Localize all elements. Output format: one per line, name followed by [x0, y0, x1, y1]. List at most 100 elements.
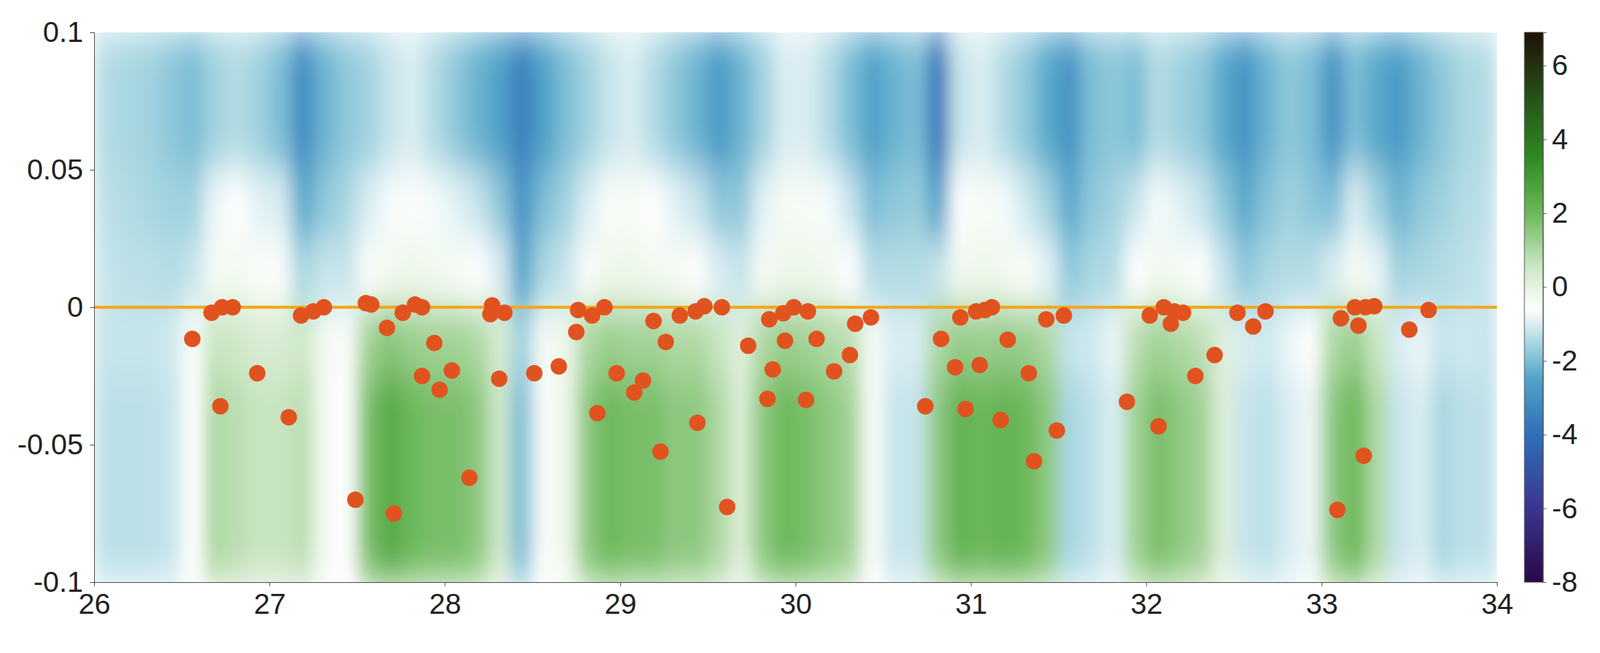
- point: [952, 309, 969, 326]
- heatmap-cell: [883, 100, 906, 171]
- heatmap-cell: [554, 100, 577, 171]
- heatmap-cell: [970, 375, 993, 446]
- point: [413, 367, 431, 385]
- heatmap-cell: [138, 375, 161, 446]
- heatmap-cell: [94, 513, 117, 582]
- heatmap-cell: [883, 307, 906, 377]
- point: [645, 312, 662, 330]
- heatmap-cell: [1167, 513, 1190, 582]
- heatmap-cell: [1474, 32, 1497, 102]
- point: [713, 298, 731, 316]
- heatmap-cell: [1255, 513, 1278, 582]
- point: [1150, 417, 1167, 435]
- heatmap-cell: [554, 444, 577, 514]
- heatmap-cell: [182, 32, 205, 102]
- heatmap-cell: [839, 100, 862, 171]
- heatmap-cell: [795, 100, 818, 171]
- heatmap-cell: [247, 100, 270, 171]
- heatmap-cell: [1211, 169, 1234, 240]
- point: [1025, 452, 1043, 470]
- heatmap-cell: [970, 513, 993, 582]
- point: [808, 330, 826, 347]
- heatmap-cell: [269, 169, 292, 240]
- tick-label: -0.1: [33, 565, 84, 598]
- heatmap-cell: [1233, 32, 1256, 102]
- heatmap-cell: [729, 169, 752, 240]
- heatmap-cell: [116, 32, 139, 102]
- point: [589, 404, 606, 422]
- tick: 31: [954, 581, 988, 620]
- heatmap-cell: [685, 375, 708, 446]
- heatmap-cell: [1452, 444, 1475, 514]
- heatmap-cell: [466, 169, 489, 240]
- heatmap-cell: [160, 100, 183, 171]
- heatmap-cell: [138, 100, 161, 171]
- heatmap-cell: [905, 169, 928, 240]
- heatmap-cell: [116, 169, 139, 240]
- point: [1020, 364, 1037, 382]
- heatmap-cell: [510, 238, 533, 308]
- heatmap-cell: [685, 169, 708, 240]
- heatmap-cell: [1343, 375, 1366, 446]
- point: [759, 390, 776, 407]
- heatmap-cell: [1211, 513, 1234, 582]
- heatmap-cell: [1102, 444, 1125, 514]
- heatmap-cell: [1255, 169, 1278, 240]
- heatmap-cell: [1299, 238, 1322, 308]
- heatmap-cell: [1102, 238, 1125, 308]
- point: [1174, 304, 1192, 321]
- heatmap-cell: [751, 100, 774, 171]
- heatmap-cell: [1233, 444, 1256, 514]
- heatmap-cell: [291, 444, 314, 514]
- heatmap-cell: [269, 513, 292, 582]
- heatmap-cell: [576, 32, 599, 102]
- heatmap-cell: [1036, 307, 1059, 377]
- heatmap-cell: [795, 169, 818, 240]
- point: [1055, 307, 1073, 324]
- heatmap-cell: [664, 32, 687, 102]
- heatmap-cell: [970, 238, 993, 308]
- heatmap-cell: [379, 444, 402, 514]
- heatmap-cell: [269, 238, 292, 308]
- axis-line: [89, 32, 95, 583]
- heatmap-cell: [1124, 238, 1147, 308]
- heatmap-cell: [401, 32, 424, 102]
- point: [971, 356, 988, 374]
- heatmap-cell: [1080, 444, 1103, 514]
- heatmap-cell: [1233, 100, 1256, 171]
- heatmap-cell: [1102, 513, 1125, 582]
- heatmap-cell: [379, 100, 402, 171]
- point: [651, 443, 669, 460]
- heatmap-cell: [1146, 169, 1169, 240]
- heatmap-cell: [357, 32, 380, 102]
- point: [841, 346, 859, 364]
- heatmap-cell: [204, 444, 227, 514]
- heatmap-cell: [861, 169, 884, 240]
- heatmap-cell: [445, 169, 468, 240]
- heatmap-cell: [1102, 307, 1125, 377]
- heatmap-cell: [313, 32, 336, 102]
- heatmap-cell: [204, 100, 227, 171]
- point: [946, 358, 964, 376]
- heatmap-cell: [510, 513, 533, 582]
- heatmap-cell: [204, 238, 227, 308]
- tick: -2: [1542, 344, 1578, 377]
- heatmap-cell: [182, 307, 205, 377]
- point: [608, 364, 626, 382]
- heatmap-cell: [1299, 32, 1322, 102]
- heatmap-cell: [970, 444, 993, 514]
- heatmap-cell: [1387, 238, 1410, 308]
- heatmap-cell: [992, 513, 1015, 582]
- heatmap-cell: [1277, 238, 1300, 308]
- heatmap-cell: [1255, 100, 1278, 171]
- heatmap-cell: [1343, 100, 1366, 171]
- tick-mark: [445, 581, 446, 587]
- heatmap-cell: [1167, 238, 1190, 308]
- point: [785, 298, 802, 316]
- heatmap-cell: [1189, 100, 1212, 171]
- point: [1349, 317, 1367, 334]
- heatmap-cell: [1431, 238, 1453, 308]
- heatmap-cell: [160, 513, 183, 582]
- heatmap-cell: [1409, 32, 1432, 102]
- heatmap-cell: [664, 513, 687, 582]
